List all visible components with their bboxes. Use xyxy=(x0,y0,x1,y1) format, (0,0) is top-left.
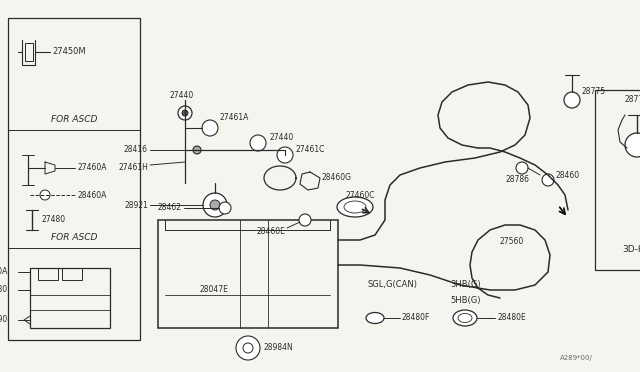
Text: SGL,G(CAN): SGL,G(CAN) xyxy=(368,280,418,289)
Text: 28416: 28416 xyxy=(124,145,148,154)
Text: 28460: 28460 xyxy=(556,170,580,180)
Text: 3D-HB: 3D-HB xyxy=(623,246,640,254)
Text: 28480F: 28480F xyxy=(402,314,430,323)
Circle shape xyxy=(178,106,192,120)
Text: A289*00/: A289*00/ xyxy=(560,355,593,361)
Text: 27560: 27560 xyxy=(500,237,524,247)
Ellipse shape xyxy=(458,314,472,323)
Text: 27460C: 27460C xyxy=(345,190,374,199)
Text: FOR ASCD: FOR ASCD xyxy=(51,234,97,243)
Text: 28462: 28462 xyxy=(158,203,182,212)
Text: 28921: 28921 xyxy=(124,201,148,209)
Ellipse shape xyxy=(453,310,477,326)
Text: 28460E: 28460E xyxy=(256,228,285,237)
Circle shape xyxy=(299,214,311,226)
Bar xyxy=(62,268,82,280)
Text: 28480E: 28480E xyxy=(497,314,525,323)
Text: 27480: 27480 xyxy=(42,215,66,224)
Bar xyxy=(8,18,140,340)
Text: 28460G: 28460G xyxy=(322,173,352,183)
Text: 5HB(G): 5HB(G) xyxy=(450,295,481,305)
Circle shape xyxy=(243,343,253,353)
Text: 27490: 27490 xyxy=(0,315,8,324)
Bar xyxy=(158,220,338,328)
Bar xyxy=(25,43,33,61)
Ellipse shape xyxy=(337,197,373,217)
Text: 27460A: 27460A xyxy=(77,164,106,173)
Text: 27450M: 27450M xyxy=(52,48,86,57)
Bar xyxy=(30,268,110,328)
Circle shape xyxy=(564,92,580,108)
Circle shape xyxy=(210,200,220,210)
Text: 28775: 28775 xyxy=(582,87,606,96)
Circle shape xyxy=(182,110,188,116)
Bar xyxy=(38,268,58,280)
Circle shape xyxy=(193,146,201,154)
Text: 3HB(G): 3HB(G) xyxy=(450,280,481,289)
Text: 28460A: 28460A xyxy=(77,190,106,199)
Ellipse shape xyxy=(344,201,366,213)
Text: 28984N: 28984N xyxy=(264,343,294,353)
Text: 28770A: 28770A xyxy=(0,267,8,276)
Circle shape xyxy=(202,120,218,136)
Circle shape xyxy=(236,336,260,360)
Text: FOR ASCD: FOR ASCD xyxy=(51,115,97,125)
Circle shape xyxy=(625,133,640,157)
Circle shape xyxy=(542,174,554,186)
Circle shape xyxy=(250,135,266,151)
Text: 27480: 27480 xyxy=(0,285,8,295)
Circle shape xyxy=(219,202,231,214)
Ellipse shape xyxy=(366,312,384,324)
Bar xyxy=(595,90,640,270)
Text: 27440: 27440 xyxy=(270,134,294,142)
Text: 27440: 27440 xyxy=(170,90,194,99)
Text: 27461C: 27461C xyxy=(295,145,324,154)
Text: 27461A: 27461A xyxy=(220,113,250,122)
Circle shape xyxy=(516,162,528,174)
Text: 28775: 28775 xyxy=(625,96,640,105)
Text: 27461H: 27461H xyxy=(118,164,148,173)
Circle shape xyxy=(277,147,293,163)
Circle shape xyxy=(40,190,50,200)
Circle shape xyxy=(203,193,227,217)
Text: 28786: 28786 xyxy=(505,176,529,185)
Text: 28047E: 28047E xyxy=(200,285,229,295)
